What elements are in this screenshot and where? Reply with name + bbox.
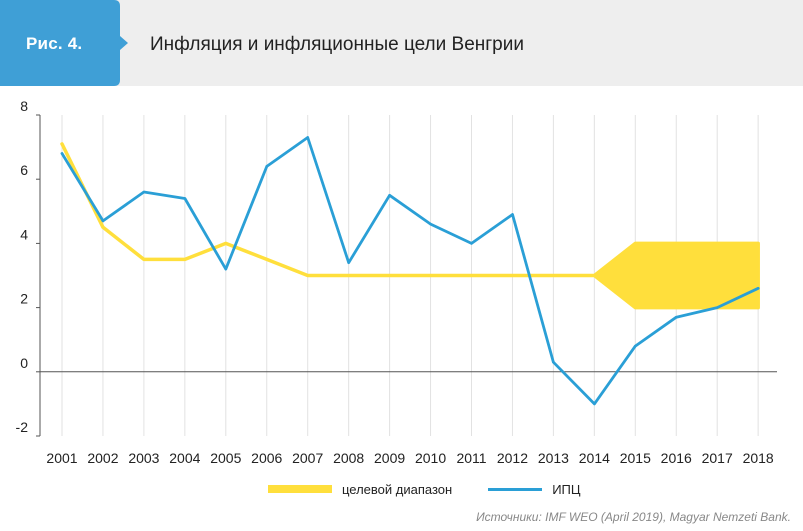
x-tick-label: 2011 xyxy=(456,450,486,466)
target-band-layer xyxy=(60,142,760,310)
target-band xyxy=(60,142,760,310)
line-chart: -2 0 2 4 6 8 2001 2002 2003 2004 2005 2006 2007 2008… xyxy=(16,98,777,466)
figure-badge: Рис. 4. xyxy=(0,0,128,86)
legend-swatch-band xyxy=(268,485,332,493)
cpi-point-2005 xyxy=(224,267,227,271)
y-tick-label: 0 xyxy=(20,355,28,371)
x-tick-label: 2001 xyxy=(46,450,77,466)
cpi-point-2011 xyxy=(470,242,473,245)
x-tick-label: 2003 xyxy=(128,450,159,466)
cpi-point-2009 xyxy=(388,194,391,197)
x-tick-label: 2008 xyxy=(333,450,364,466)
legend-label-cpi: ИПЦ xyxy=(552,481,581,497)
cpi-point-2016 xyxy=(675,316,678,319)
x-tick-label: 2017 xyxy=(702,450,733,466)
x-tick-label: 2009 xyxy=(374,450,405,466)
x-tick-label: 2004 xyxy=(169,450,200,466)
x-tick-label: 2016 xyxy=(661,450,692,466)
cpi-point-2014 xyxy=(593,402,596,406)
cpi-point-2003 xyxy=(142,190,146,194)
cpi-point-2015 xyxy=(634,344,637,348)
cpi-line xyxy=(60,136,760,406)
y-tick-label: 2 xyxy=(20,291,28,307)
x-tick-label: 2005 xyxy=(210,450,241,466)
cpi-point-2002 xyxy=(101,219,105,223)
legend-swatch-line xyxy=(488,487,543,491)
y-tick-label: 4 xyxy=(20,226,28,242)
x-axis: 2001 2002 2003 2004 2005 2006 2007 2008 2009 2010… xyxy=(46,450,774,466)
x-tick-label: 2018 xyxy=(743,450,774,466)
cpi-point-2004 xyxy=(183,197,187,200)
cpi-point-2006 xyxy=(265,165,268,168)
legend-item-target: целевой диапазон xyxy=(268,482,452,497)
cpi-point-2012 xyxy=(511,213,514,216)
cpi-point-2017 xyxy=(716,306,719,309)
chart-legend: целевой диапазон ИПЦ xyxy=(268,479,617,499)
cpi-point-2013 xyxy=(552,360,555,364)
y-tick-label: -2 xyxy=(16,419,29,435)
x-tick-label: 2006 xyxy=(251,450,282,466)
cpi-point-2018 xyxy=(756,287,760,290)
x-tick-label: 2015 xyxy=(620,450,651,466)
cpi-point-2008 xyxy=(347,261,350,264)
legend-label-target: целевой диапазон xyxy=(342,481,453,497)
x-tick-label: 2014 xyxy=(579,450,610,466)
chart-area: -2 0 2 4 6 8 2001 2002 2003 2004 2005 2006 2007 2008… xyxy=(0,86,803,531)
x-tick-label: 2002 xyxy=(87,450,118,466)
y-tick-label: 6 xyxy=(20,162,28,178)
x-tick-label: 2012 xyxy=(497,450,528,466)
source-note: Источники: IMF WEO (April 2019), Magyar … xyxy=(476,510,791,524)
x-tick-label: 2010 xyxy=(415,450,446,466)
cpi-point-2001 xyxy=(60,152,64,155)
cpi-point-2010 xyxy=(429,222,432,226)
badge-shape xyxy=(0,0,128,86)
y-tick-label: 8 xyxy=(20,98,28,114)
figure-label: Рис. 4. xyxy=(26,34,83,53)
figure-header: Рис. 4. Инфляция и инфляционные цели Вен… xyxy=(0,0,803,86)
x-tick-label: 2013 xyxy=(538,450,569,466)
cpi-point-2007 xyxy=(306,136,309,139)
series-layer xyxy=(60,136,760,406)
y-axis: -2 0 2 4 6 8 xyxy=(16,98,40,437)
legend-item-cpi: ИПЦ xyxy=(488,481,581,497)
figure-title: Инфляция и инфляционные цели Венгрии xyxy=(150,34,524,55)
x-tick-label: 2007 xyxy=(292,450,323,466)
